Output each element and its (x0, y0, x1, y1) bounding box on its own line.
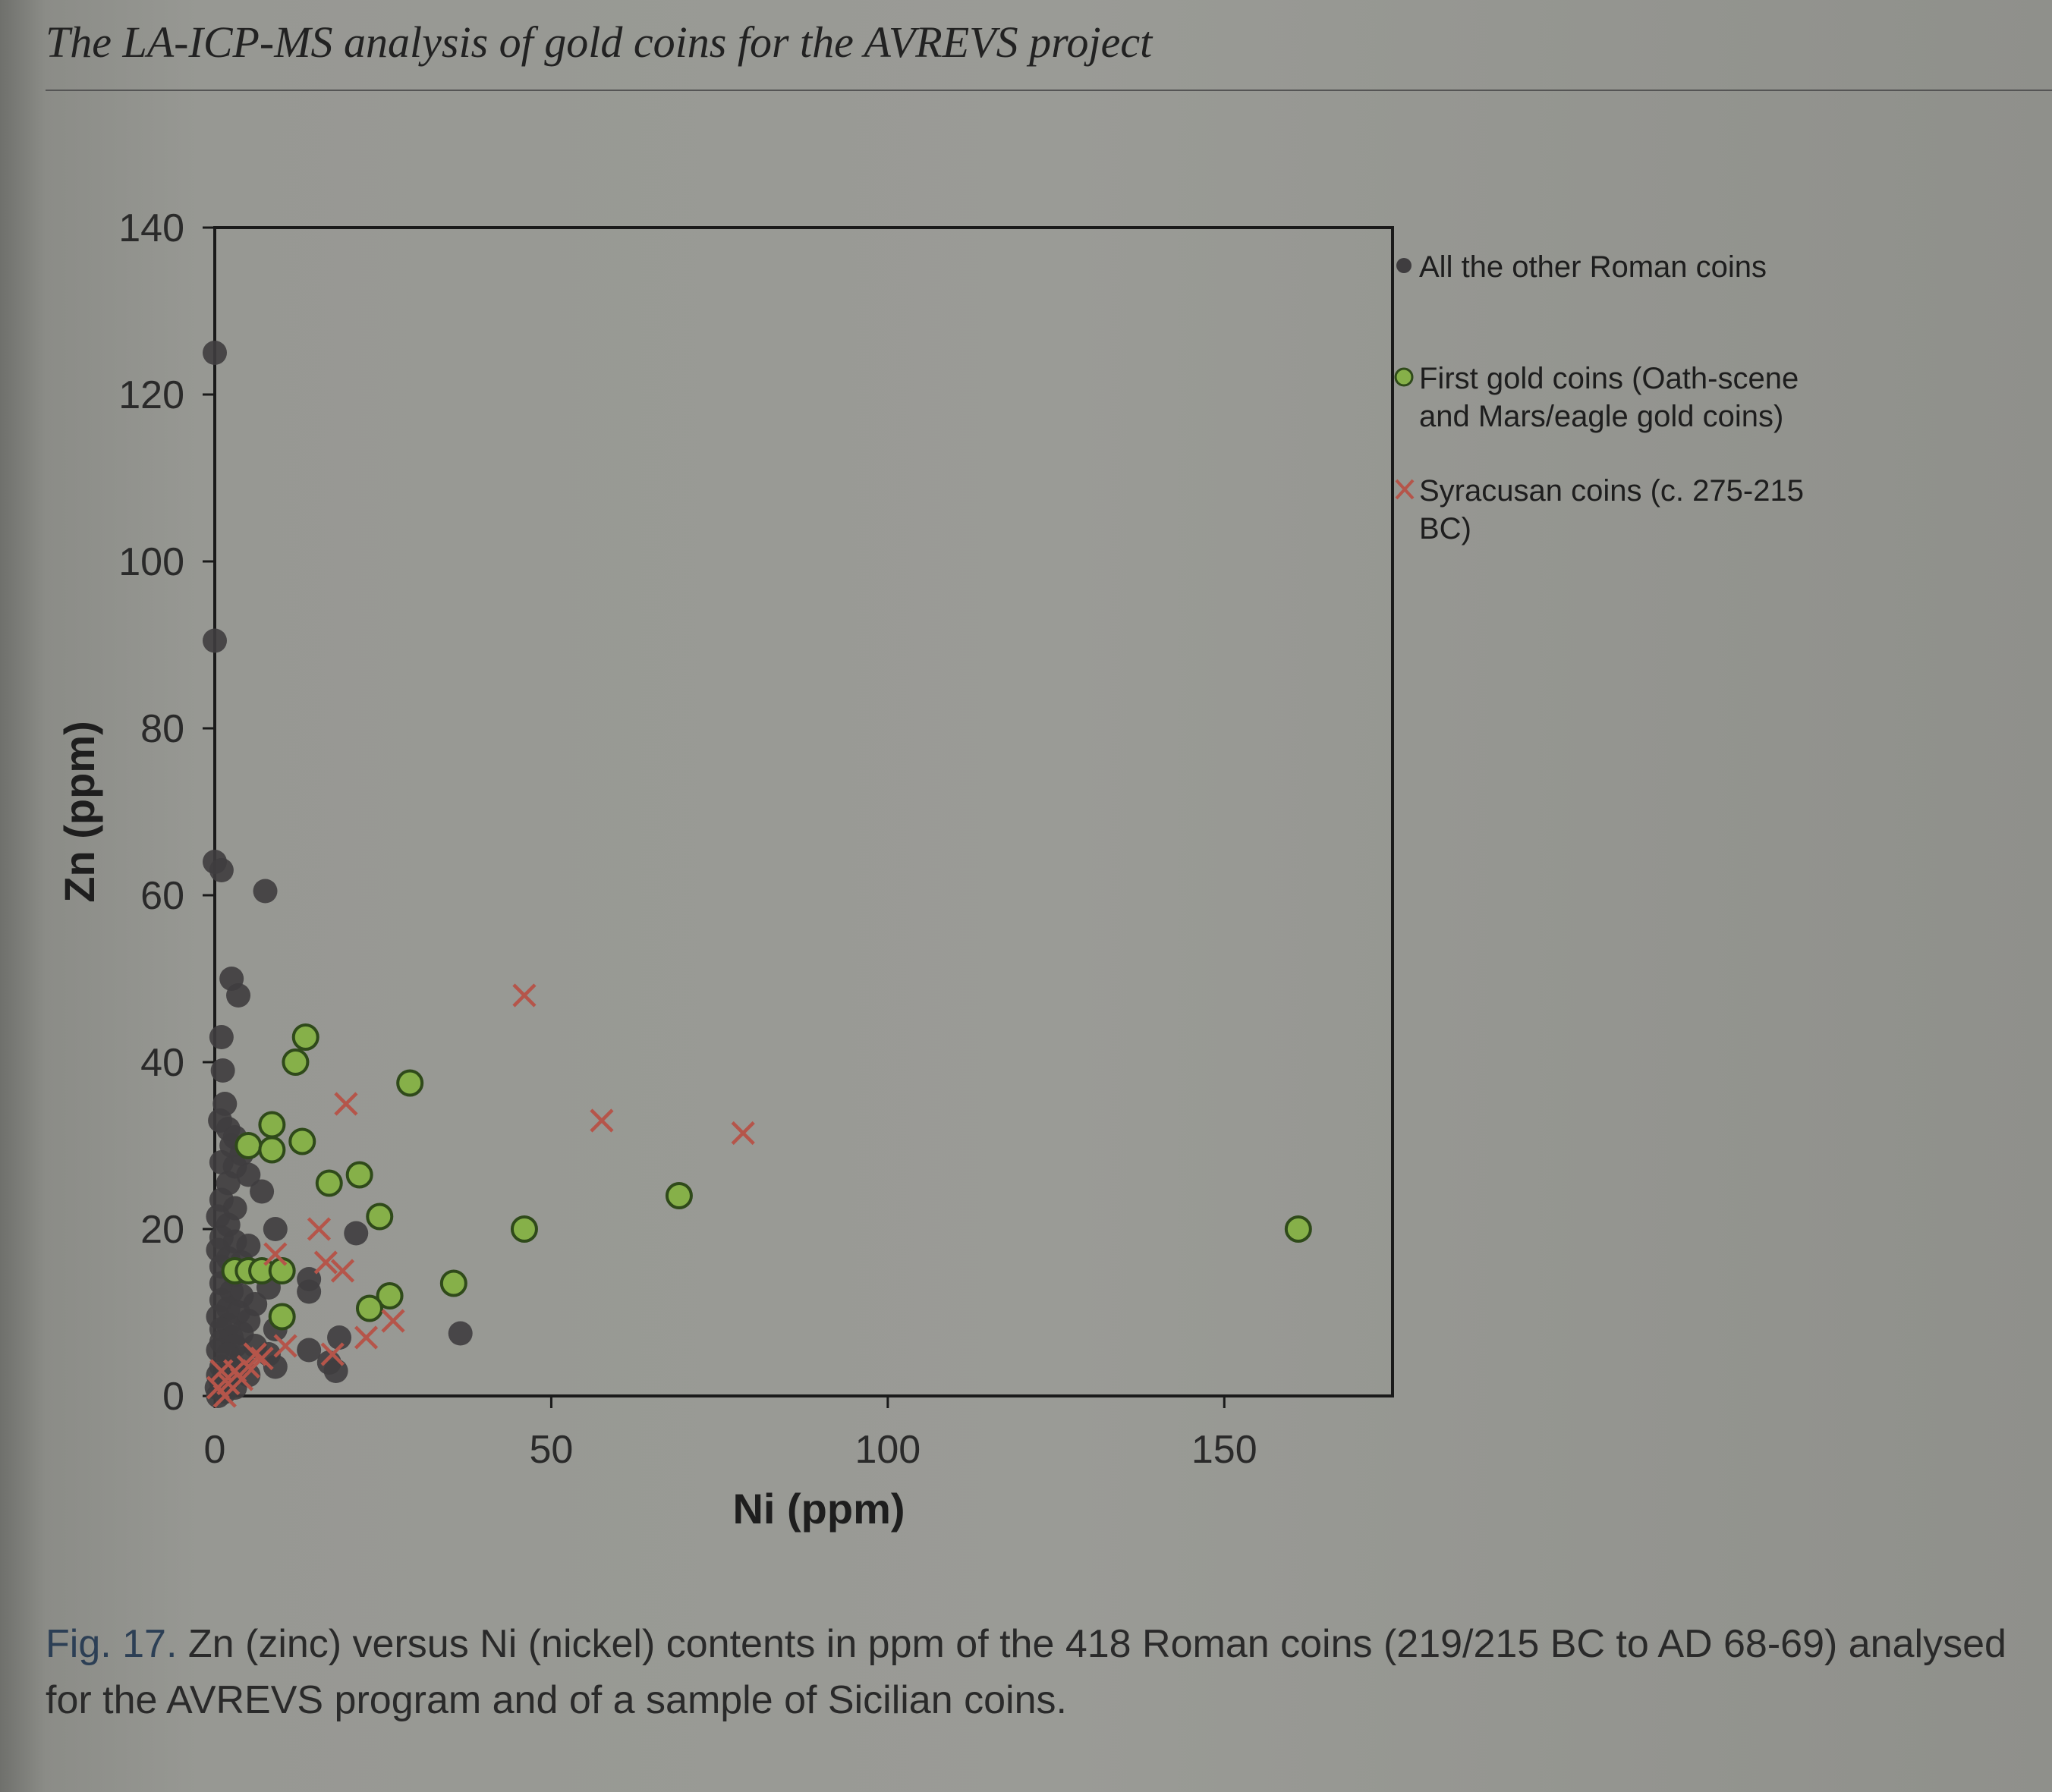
data-point-series-2 (510, 1215, 538, 1243)
data-point-series-1 (203, 628, 227, 653)
data-point-series-3 (320, 1342, 345, 1366)
y-tick-label: 140 (118, 206, 184, 250)
y-tick-label: 120 (118, 373, 184, 417)
plot-frame (213, 226, 1394, 1397)
data-point-series-1 (210, 1058, 235, 1083)
data-point-series-3 (334, 1092, 358, 1116)
data-point-series-2 (268, 1303, 296, 1331)
y-tick-label: 0 (162, 1375, 184, 1419)
data-point-series-2 (291, 1023, 319, 1051)
running-head: The LA-ICP-MS analysis of gold coins for… (46, 17, 1153, 67)
legend-marker (1394, 367, 1414, 387)
x-axis-title: Ni (ppm) (732, 1485, 905, 1533)
data-point-series-1 (327, 1325, 352, 1350)
data-point-series-1 (297, 1279, 322, 1304)
data-point-series-2 (366, 1203, 394, 1231)
x-tick-label: 0 (204, 1428, 226, 1472)
data-point-series-1 (253, 879, 278, 904)
x-tick-label: 150 (1191, 1428, 1257, 1472)
legend-label: Syracusan coins (c. 275-215 (1419, 474, 1804, 508)
header-rule (46, 90, 2052, 91)
legend-label: BC) (1419, 512, 1471, 545)
y-tick-label: 40 (140, 1041, 184, 1085)
data-point-series-1 (209, 1025, 234, 1049)
data-point-series-1 (263, 1217, 288, 1241)
data-point-series-1 (323, 1359, 348, 1383)
data-point-series-3 (512, 983, 537, 1008)
data-point-series-1 (344, 1221, 369, 1246)
data-point-series-2 (345, 1161, 373, 1189)
legend-marker (1396, 258, 1412, 273)
x-tick-label: 50 (530, 1428, 574, 1472)
chart-layer: 0 20 40 60 80 100 120 140 0 50 100 150 Ni (ppm) Zn (p… (55, 206, 1804, 1533)
data-point-series-3 (307, 1217, 332, 1241)
y-tick-label: 80 (140, 707, 184, 751)
data-point-series-1 (250, 1179, 275, 1204)
data-point-series-3 (243, 1342, 267, 1366)
data-point-series-1 (448, 1321, 473, 1346)
data-point-series-3 (590, 1108, 614, 1133)
legend-label: and Mars/eagle gold coins) (1419, 400, 1783, 433)
data-point-series-1 (236, 1162, 261, 1187)
data-point-series-2 (258, 1136, 286, 1164)
data-point-series-3 (354, 1325, 379, 1350)
figure-caption-text: Zn (zinc) versus Ni (nickel) contents in… (46, 1622, 2006, 1722)
data-point-series-3 (250, 1346, 274, 1371)
figure-label: Fig. 17. (46, 1622, 178, 1666)
y-tick-label: 20 (140, 1208, 184, 1252)
data-point-series-1 (203, 341, 227, 365)
data-point-series-2 (258, 1111, 286, 1139)
data-point-series-2 (282, 1048, 310, 1076)
data-point-series-2 (315, 1169, 343, 1197)
legend-label: First gold coins (Oath-scene (1419, 362, 1799, 395)
data-point-series-3 (212, 1384, 237, 1408)
data-point-series-2 (376, 1282, 404, 1309)
data-point-series-2 (1284, 1215, 1312, 1243)
data-point-series-3 (236, 1354, 260, 1379)
legend-marker (1395, 479, 1415, 500)
y-tick-label: 60 (140, 874, 184, 918)
data-point-series-2 (665, 1182, 693, 1209)
legend-label: All the other Roman coins (1419, 250, 1767, 284)
data-point-series-3 (330, 1259, 355, 1283)
data-point-series-2 (439, 1269, 467, 1297)
data-point-series-3 (731, 1121, 755, 1146)
y-tick-label: 100 (118, 540, 184, 584)
data-point-series-3 (263, 1242, 288, 1266)
y-axis-title: Zn (ppm) (55, 721, 103, 902)
data-point-series-1 (263, 1354, 288, 1379)
data-point-series-3 (273, 1334, 297, 1358)
x-tick-label: 100 (854, 1428, 921, 1472)
data-point-series-1 (206, 1384, 231, 1408)
data-point-series-1 (226, 983, 251, 1008)
data-point-series-3 (313, 1250, 338, 1275)
data-point-series-2 (355, 1294, 383, 1322)
data-point-series-2 (396, 1069, 424, 1097)
data-point-series-1 (297, 1338, 322, 1363)
data-point-series-2 (288, 1127, 316, 1155)
figure-caption: Fig. 17. Zn (zinc) versus Ni (nickel) co… (46, 1616, 2019, 1728)
data-point-series-2 (234, 1132, 263, 1159)
data-point-series-1 (209, 858, 234, 882)
data-point-series-3 (381, 1309, 405, 1333)
